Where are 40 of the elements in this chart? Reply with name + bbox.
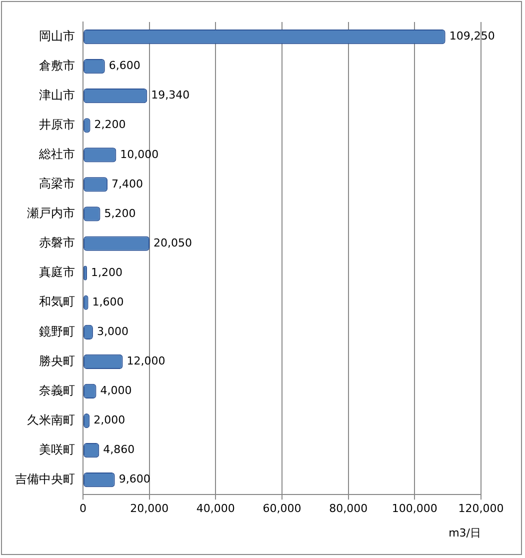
x-tick-label: 60,000 [262,502,302,516]
data-label: 1,600 [92,295,124,308]
data-label: 5,200 [104,206,136,220]
y-tick-label: 倉敷市 [39,58,75,72]
y-tick-label: 吉備中央町 [15,472,75,486]
data-label: 2,000 [94,414,126,427]
x-tick-label: 40,000 [196,502,235,516]
data-label: 12,000 [126,354,166,368]
y-tick-label: 奈義町 [39,383,75,398]
x-tick-label: 100,000 [392,502,438,516]
x-axis-title: m3/日 [448,526,481,540]
data-label: 3,000 [96,325,128,338]
y-tick-label: 赤磐市 [39,236,75,250]
x-tick-label: 80,000 [329,502,368,516]
x-tick-label: 0 [80,502,86,516]
y-tick-label: 高梁市 [39,176,75,191]
y-tick-label: 真庭市 [39,265,75,280]
data-label: 4,860 [103,443,135,456]
x-tick-label: 20,000 [130,502,169,516]
data-label: 7,400 [112,177,144,190]
y-tick-label: 和気町 [39,294,75,309]
y-tick-label: 久米南町 [27,412,75,427]
y-tick-label: 岡山市 [39,28,75,43]
data-label: 4,000 [100,384,132,398]
y-tick-label: 瀬戸内市 [27,206,75,220]
y-tick-label: 美咲町 [39,442,75,456]
data-label: 19,340 [151,88,190,102]
x-tick-label: 120,000 [458,502,504,516]
data-label: 20,050 [154,236,192,250]
data-label: 109,250 [449,30,495,43]
y-tick-label: 総社市 [38,147,75,162]
y-tick-label: 津山市 [39,88,75,102]
y-tick-label: 鏡野町 [39,324,75,338]
data-label: 2,200 [94,118,126,132]
y-tick-label: 勝央町 [39,354,75,368]
y-tick-label: 井原市 [39,118,75,132]
data-label: 6,600 [108,59,140,72]
data-label: 1,200 [90,266,122,279]
data-label: 9,600 [118,472,150,486]
data-label: 10,000 [120,148,159,161]
